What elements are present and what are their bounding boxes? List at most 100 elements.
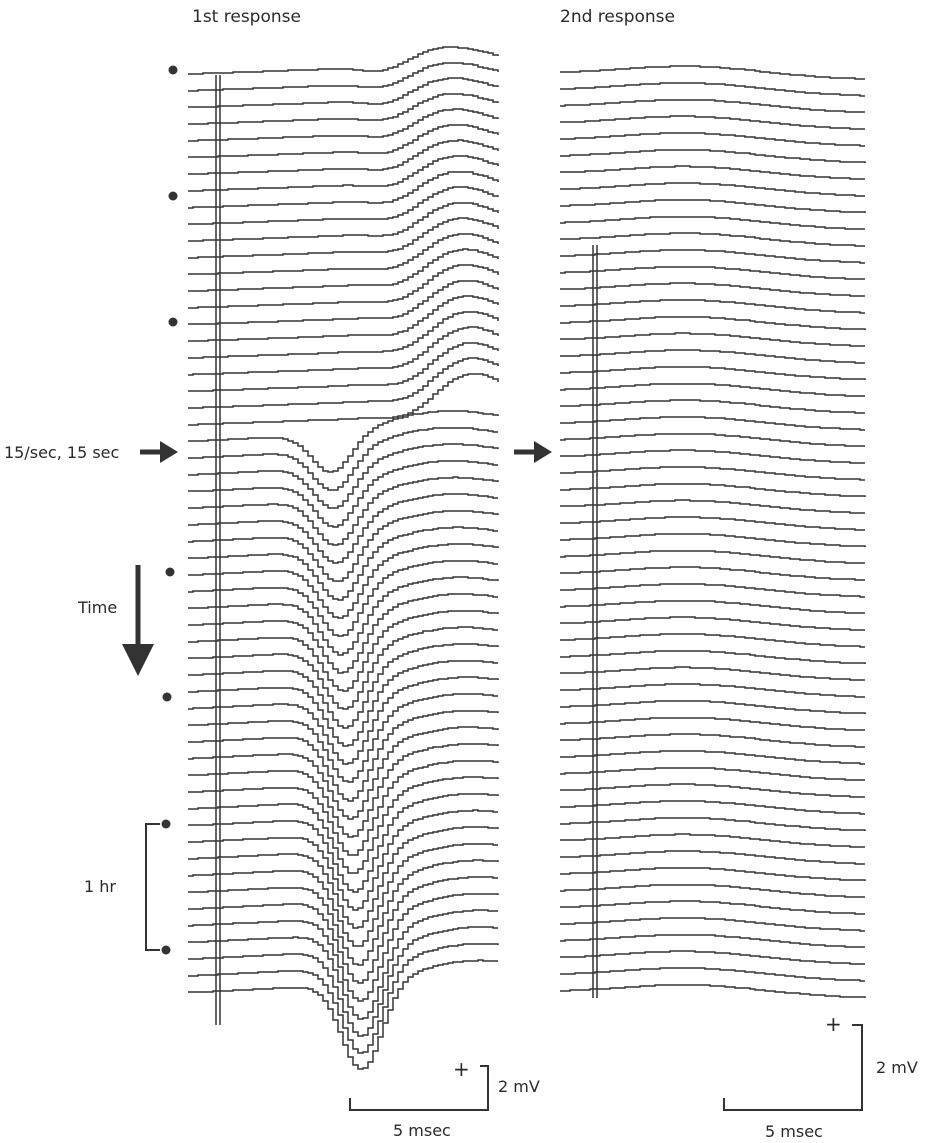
oscillograph-trace (560, 683, 865, 698)
oscillograph-trace (560, 817, 866, 831)
stimulus-arrow-first (140, 441, 178, 463)
oscillograph-trace (188, 526, 498, 601)
oscillograph-trace (188, 77, 499, 108)
oscillograph-trace (560, 82, 865, 97)
marker-dot (168, 317, 178, 327)
oscillograph-trace (560, 349, 865, 364)
hour-bracket (145, 823, 160, 951)
oscillograph-trace (560, 433, 865, 447)
oscillograph-trace (188, 476, 499, 546)
oscillograph-trace (560, 332, 865, 347)
oscillograph-trace (188, 186, 499, 225)
oscillograph-trace (188, 710, 499, 802)
oscillograph-trace (560, 700, 866, 714)
oscillograph-trace (188, 373, 499, 426)
oscillograph-trace (188, 593, 498, 674)
oscillograph-trace (188, 410, 499, 473)
oscillograph-trace (560, 199, 866, 213)
oscillograph-trace (560, 149, 866, 163)
oscillograph-trace (188, 217, 499, 259)
oscillograph-trace (188, 626, 498, 710)
oscillograph-trace (188, 202, 499, 242)
oscillograph-trace (188, 443, 499, 509)
oscillograph-trace (188, 660, 498, 747)
oscillograph-trace (560, 216, 865, 230)
oscillograph-trace (560, 566, 865, 581)
oscillograph-trace (188, 510, 499, 582)
oscillograph-trace (188, 493, 498, 564)
duration-label: 1 hr (84, 877, 116, 896)
oscillograph-trace (560, 750, 865, 765)
oscillograph-trace (560, 650, 866, 664)
time-arrow (122, 565, 154, 676)
oscillograph-trace (560, 266, 865, 280)
oscillograph-trace (188, 776, 499, 874)
stimulus-artifact-first (215, 75, 221, 1025)
oscillograph-trace (188, 311, 499, 359)
oscillograph-trace (560, 516, 865, 531)
marker-dot (168, 65, 178, 75)
oscillograph-trace (560, 483, 866, 497)
oscillograph-trace (188, 139, 499, 175)
oscillograph-trace (188, 295, 499, 342)
oscillograph-trace (560, 399, 865, 414)
oscillograph-trace (560, 533, 866, 547)
oscillograph-trace (188, 909, 498, 1020)
panel-title-first: 1st response (192, 7, 301, 27)
oscillograph-trace (560, 767, 865, 781)
scale-bar-first (349, 1065, 489, 1111)
oscillograph-trace (560, 65, 865, 80)
oscillograph-trace (560, 132, 865, 147)
scale-bar-second (723, 1024, 863, 1111)
oscillograph-trace (188, 926, 498, 1037)
oscillograph-trace (560, 282, 865, 297)
oscillograph-trace (560, 600, 865, 614)
oscillograph-trace (560, 115, 865, 130)
oscillograph-trace (188, 357, 499, 409)
oscillograph-trace (188, 264, 499, 309)
trace-group-second-response (560, 65, 866, 998)
oscillograph-trace (188, 876, 498, 984)
oscillograph-trace (560, 466, 865, 481)
oscillograph-trace (560, 850, 865, 865)
marker-dot (165, 567, 175, 577)
oscillograph-trace (560, 165, 865, 180)
oscillograph-trace (188, 460, 498, 528)
marker-dot (162, 692, 172, 702)
oscillograph-trace (188, 248, 499, 292)
oscillograph-trace (560, 182, 865, 197)
scale-time-second: 5 msec (765, 1122, 823, 1141)
oscillograph-trace (188, 859, 499, 966)
oscillograph-trace (560, 733, 865, 748)
oscillograph-trace (188, 693, 498, 783)
oscillograph-trace (188, 576, 499, 656)
oscillograph-trace (188, 893, 499, 1002)
oscillograph-trace (188, 124, 499, 158)
oscillograph-trace (560, 99, 865, 113)
oscillograph-trace (560, 934, 865, 948)
oscillograph-trace (188, 342, 499, 392)
stimulus-label: 15/sec, 15 sec (4, 443, 119, 462)
oscillograph-trace (560, 232, 865, 247)
scale-plus-second: + (825, 1012, 842, 1036)
marker-dot (168, 191, 178, 201)
oscillograph-trace (560, 366, 866, 380)
oscillograph-trace (560, 717, 865, 731)
oscillograph-trace (188, 826, 499, 929)
oscillograph-trace (188, 676, 499, 765)
oscillograph-trace (560, 383, 865, 397)
oscillograph-trace (188, 543, 499, 619)
marker-dot (161, 945, 171, 955)
oscillograph-trace (188, 643, 499, 729)
oscillograph-trace (188, 809, 498, 911)
oscillograph-trace (560, 967, 865, 982)
oscillograph-trace (560, 666, 865, 681)
oscillograph-trace (560, 917, 865, 932)
hour-markers (161, 65, 178, 955)
stimulus-artifact-second (592, 245, 598, 998)
oscillograph-trace (188, 280, 499, 325)
oscillograph-trace (188, 743, 499, 838)
oscillograph-trace (560, 884, 865, 898)
scale-plus-first: + (453, 1057, 470, 1081)
